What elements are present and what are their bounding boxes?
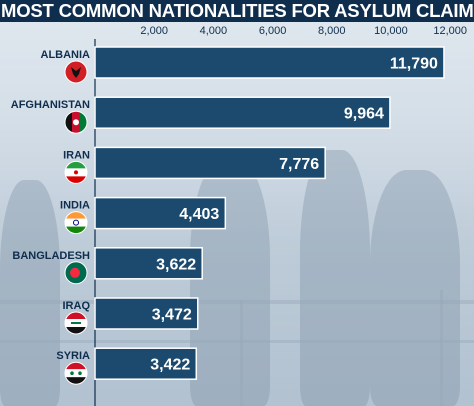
bar-value-label: 3,472 — [152, 307, 192, 324]
bar-value-label: 9,964 — [344, 106, 384, 123]
bar-india — [94, 196, 227, 230]
bar-value-label: 3,622 — [156, 256, 196, 273]
bar-bangladesh — [94, 247, 203, 280]
category-label: INDIA — [60, 200, 90, 212]
afghanistan-flag-icon — [64, 110, 88, 134]
iraq-flag-icon — [64, 311, 88, 335]
bangladesh-flag-icon — [64, 261, 88, 285]
bar-syria — [94, 347, 198, 380]
x-tick-label: 4,000 — [200, 25, 228, 37]
x-tick-label: 10,000 — [374, 25, 408, 37]
chart-title: MOST COMMON NATIONALITIES FOR ASYLUM CLA… — [0, 0, 474, 22]
bar-albania — [94, 46, 445, 79]
syria-flag-icon — [64, 361, 88, 385]
india-flag-icon — [64, 211, 88, 235]
category-label: AFGHANISTAN — [11, 99, 90, 111]
category-label: SYRIA — [56, 350, 90, 362]
bar-chart: 2,000 4,000 6,000 8,000 10,000 12,000 11,790 9… — [11, 25, 467, 406]
x-tick-label: 2,000 — [140, 25, 168, 37]
category-label: BANGLADESH — [12, 250, 90, 262]
category-label: IRAN — [63, 149, 90, 161]
category-label: ALBANIA — [41, 49, 91, 61]
iran-flag-icon — [64, 160, 88, 184]
bar-value-label: 4,403 — [179, 206, 219, 223]
bar-afghanistan — [94, 96, 391, 129]
bar-iraq — [94, 297, 199, 330]
x-tick-label: 6,000 — [259, 25, 287, 37]
category-label: IRAQ — [63, 300, 91, 312]
bar-value-label: 3,422 — [150, 357, 190, 374]
bar-value-label: 7,776 — [279, 156, 319, 173]
bar-value-label: 11,790 — [390, 56, 438, 73]
bar-iran — [94, 146, 326, 180]
albania-flag-icon — [64, 60, 88, 84]
x-tick-label: 12,000 — [433, 25, 467, 37]
x-tick-label: 8,000 — [318, 25, 346, 37]
